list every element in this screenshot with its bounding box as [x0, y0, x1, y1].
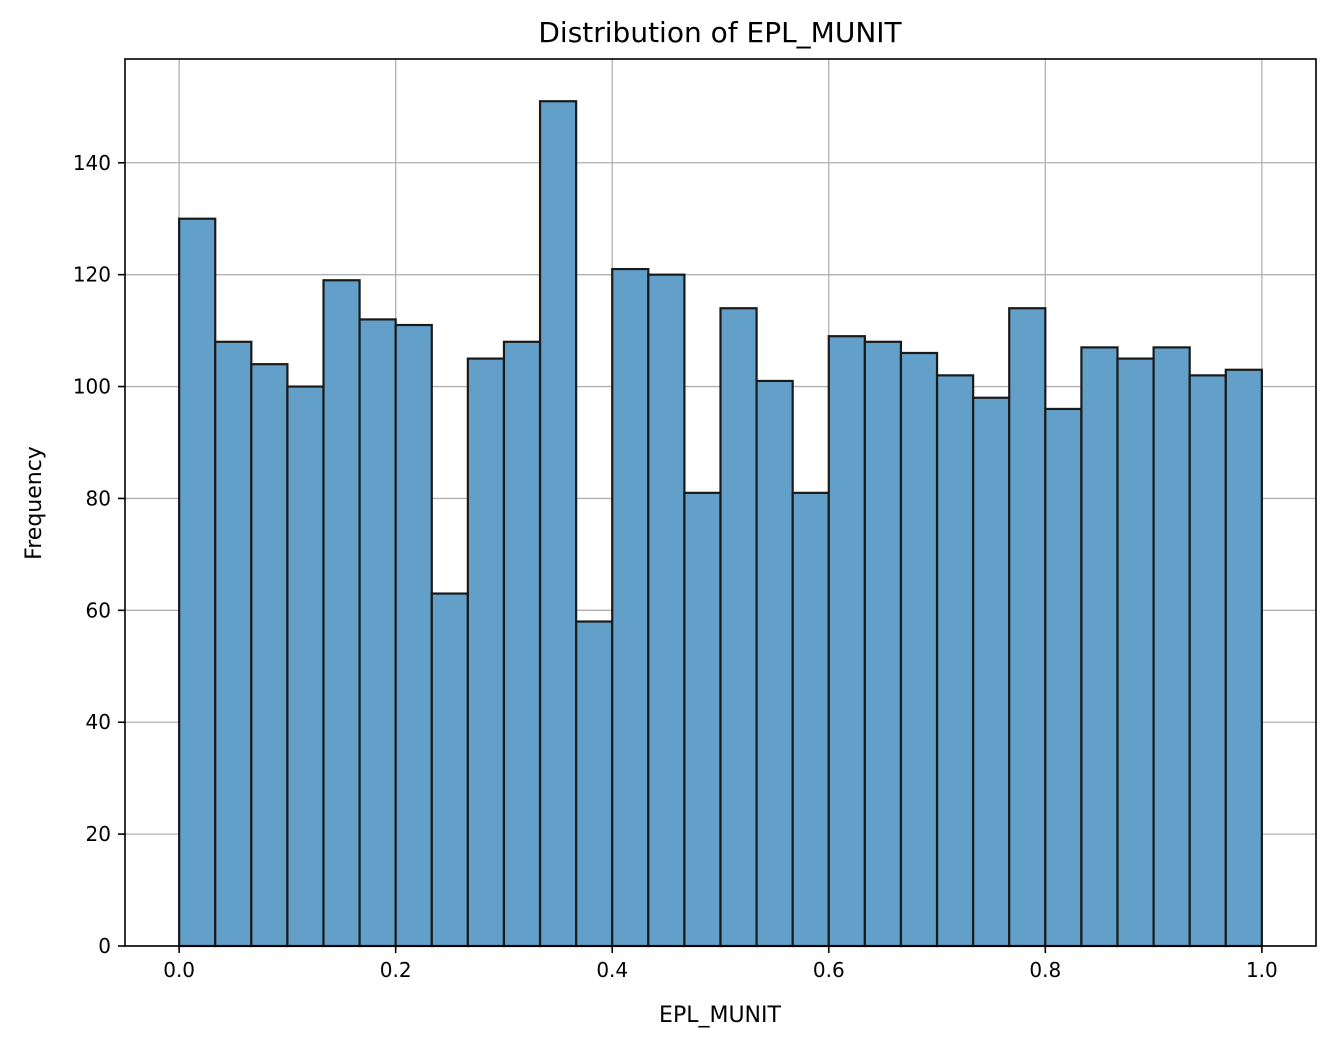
- histogram-bar: [466, 357, 506, 948]
- histogram-bar: [755, 379, 794, 948]
- histogram-bar: [322, 279, 361, 948]
- y-tick-label: 40: [86, 710, 111, 734]
- y-axis-label: Frequency: [22, 446, 47, 560]
- x-axis-label: EPL_MUNIT: [659, 1003, 781, 1028]
- bars: [178, 100, 1263, 948]
- histogram-bar: [430, 592, 469, 948]
- histogram-bar: [394, 323, 433, 948]
- y-tick-label: 140: [73, 151, 111, 175]
- histogram-bar: [358, 318, 397, 948]
- histogram-bar: [250, 363, 289, 948]
- histogram-bar: [1008, 307, 1047, 948]
- axes-frame: [124, 58, 1317, 947]
- histogram-bar: [1080, 346, 1119, 948]
- y-tick-label: 80: [86, 486, 111, 510]
- histogram-bar: [611, 267, 650, 948]
- histogram-bar: [538, 100, 578, 948]
- histogram-bar: [935, 374, 975, 948]
- histogram-bar: [899, 351, 939, 948]
- histogram-bar: [1152, 346, 1191, 948]
- y-tick-label: 60: [86, 598, 111, 622]
- histogram-bar: [827, 335, 866, 948]
- x-tick-label: 0.2: [380, 958, 412, 982]
- histogram-bar: [575, 620, 614, 948]
- y-tick-label: 120: [73, 263, 111, 287]
- x-tick-label: 0.0: [163, 958, 195, 982]
- histogram-bar: [683, 491, 722, 948]
- histogram-bar: [286, 385, 325, 948]
- histogram-bar: [1188, 374, 1227, 948]
- histogram-bar: [502, 340, 542, 948]
- histogram-bar: [647, 273, 686, 948]
- histogram-bar: [863, 340, 903, 948]
- histogram-bar: [719, 307, 758, 948]
- y-tick-label: 100: [73, 375, 111, 399]
- histogram-bar: [214, 340, 253, 948]
- x-tick-label: 0.4: [596, 958, 628, 982]
- x-tick-label: 0.8: [1029, 958, 1061, 982]
- y-tick-label: 20: [86, 822, 111, 846]
- ticks: 0.0 0.2 0.4 0.6 0.8 1.0 0 20 40 60 80 100 120 140: [73, 151, 1278, 982]
- x-tick-label: 1.0: [1246, 958, 1278, 982]
- histogram-bar: [1044, 407, 1083, 948]
- histogram-bar: [791, 491, 830, 948]
- histogram-bar: [178, 217, 217, 948]
- histogram-bar: [1116, 357, 1155, 948]
- histogram-bar: [972, 396, 1011, 948]
- x-tick-label: 0.6: [813, 958, 845, 982]
- histogram-bar: [1224, 368, 1263, 948]
- chart-title: Distribution of EPL_MUNIT: [538, 16, 902, 49]
- y-tick-label: 0: [98, 934, 111, 958]
